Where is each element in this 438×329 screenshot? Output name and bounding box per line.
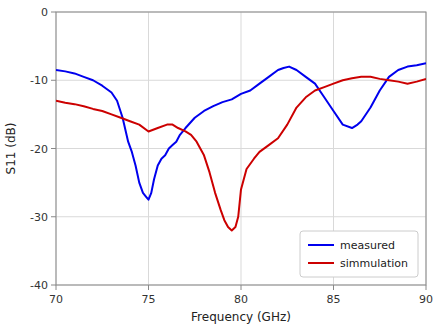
- series-group: [56, 63, 426, 230]
- y-tick-label: 0: [41, 6, 48, 19]
- y-tick: [51, 148, 56, 149]
- x-tick-label: 75: [142, 293, 156, 306]
- y-tick-label: -20: [30, 143, 48, 156]
- x-tick-label: 85: [327, 293, 341, 306]
- y-grid-line: [56, 148, 426, 149]
- legend-frame: [300, 231, 418, 277]
- x-axis-label: Frequency (GHz): [191, 310, 291, 324]
- y-tick: [51, 80, 56, 81]
- y-grid-line: [56, 216, 426, 217]
- x-tick-label: 70: [49, 293, 63, 306]
- y-grid-line: [56, 80, 426, 81]
- x-tick: [56, 285, 57, 290]
- grid: [56, 12, 426, 285]
- legend-label: simmulation: [340, 257, 408, 270]
- x-tick: [241, 285, 242, 290]
- x-tick-label: 90: [419, 293, 433, 306]
- plot-area: [56, 12, 426, 285]
- x-tick: [426, 285, 427, 290]
- series-line: [56, 63, 426, 200]
- y-tick: [51, 285, 56, 286]
- chart: 70 75 80 85 90 -40 -30 -20 -10 0 Frequency (GHz) S1…: [0, 0, 438, 329]
- legend-swatch: [308, 262, 334, 264]
- x-tick: [333, 285, 334, 290]
- x-tick: [148, 285, 149, 290]
- y-axis-label: S11 (dB): [4, 123, 18, 175]
- plot-frame: [56, 12, 426, 285]
- y-tick-label: -40: [30, 279, 48, 292]
- legend-swatch: [308, 244, 334, 246]
- y-tick-label: -30: [30, 211, 48, 224]
- y-tick: [51, 216, 56, 217]
- y-tick: [51, 12, 56, 13]
- x-tick-label: 80: [234, 293, 248, 306]
- series-line: [56, 77, 426, 231]
- legend: measured simmulation: [300, 231, 418, 277]
- legend-label: measured: [340, 239, 395, 252]
- axes: 70 75 80 85 90 -40 -30 -20 -10 0: [30, 6, 433, 306]
- y-tick-label: -10: [30, 74, 48, 87]
